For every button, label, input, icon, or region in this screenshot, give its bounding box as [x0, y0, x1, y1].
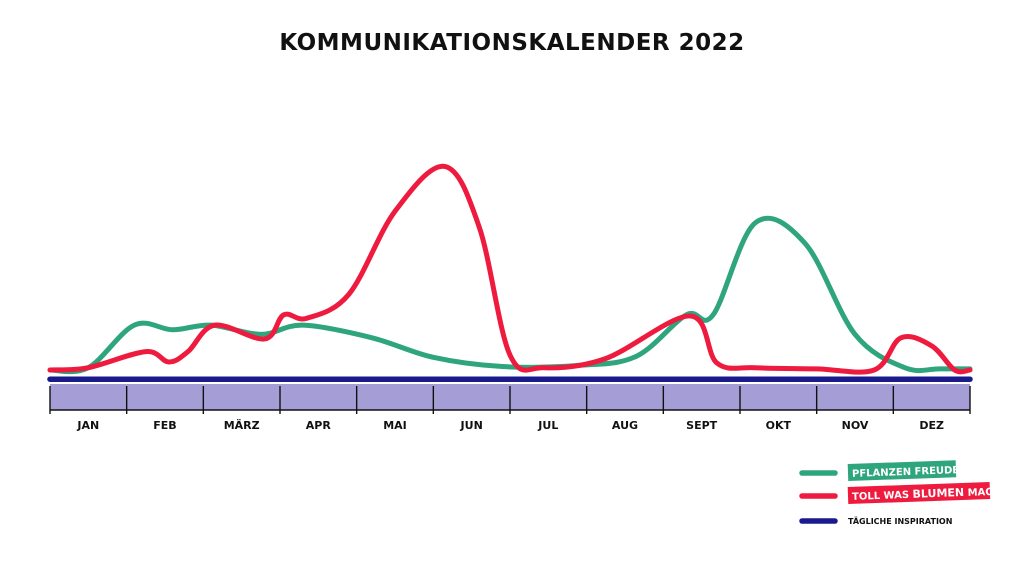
series-lines: [47, 163, 973, 382]
x-axis-tick-labels: JAN FEB MÄRZ APR MAI JUN JUL AUG SEPT OKT NOV DEZ: [76, 418, 944, 432]
legend: PFLANZEN FREUDE .DE TOLL WAS BLUMEN MACHEN…: [799, 460, 1024, 526]
x-tick-label: OKT: [766, 419, 792, 432]
x-tick-label: MAI: [383, 419, 407, 432]
legend-label-box-pflanzen: [847, 460, 957, 481]
x-tick-label: JUL: [537, 419, 558, 432]
chart-title: KOMMUNIKATIONSKALENDER 2022: [279, 30, 744, 56]
x-tick-label: NOV: [842, 419, 869, 432]
x-tick-label: JAN: [76, 419, 99, 432]
x-axis-ticks: [49, 386, 971, 414]
legend-label-pflanzen: PFLANZEN FREUDE .DE: [852, 465, 973, 480]
x-tick-label: DEZ: [919, 419, 944, 432]
x-tick-label: APR: [306, 419, 332, 432]
x-tick-label: FEB: [153, 419, 176, 432]
x-tick-label: SEPT: [686, 419, 717, 432]
legend-label-box-blumen: [847, 482, 991, 504]
x-tick-label: JUN: [460, 419, 483, 432]
x-tick-label: MÄRZ: [224, 418, 260, 432]
x-tick-label: AUG: [612, 419, 638, 432]
series-line-blumen: [47, 163, 973, 375]
legend-label-blumen: TOLL WAS BLUMEN MACHEN .DE: [852, 484, 1024, 503]
legend-label-inspiration: TÄGLICHE INSPIRATION: [848, 516, 952, 526]
